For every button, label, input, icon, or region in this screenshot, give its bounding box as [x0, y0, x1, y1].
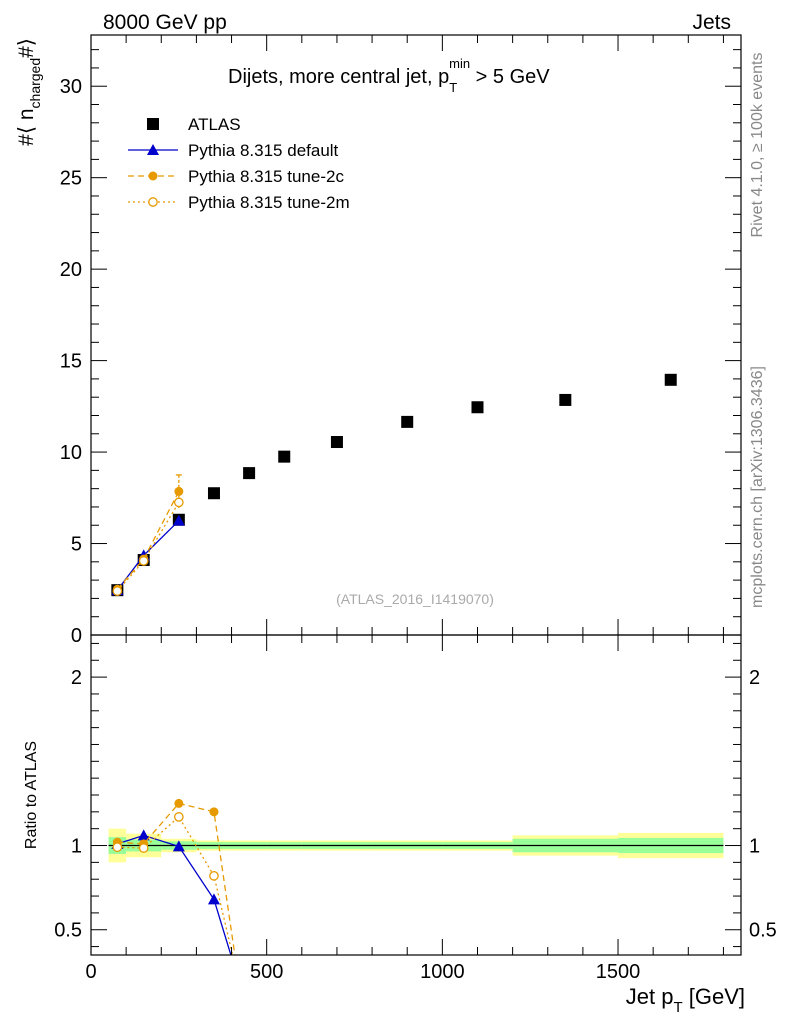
ratio-axes: 0.5 0.5 1 1 2 2 0 500 1000 1500 [54, 634, 777, 983]
ratio-panel: 0.5 0.5 1 1 2 2 0 500 1000 1500 Ratio to ATLAS Je… [23, 634, 777, 1016]
main-series-0-point [664, 373, 677, 386]
ratio-series-1-point [209, 807, 219, 817]
main-y-tick-label: 15 [60, 351, 82, 373]
x-tick-label: 500 [250, 961, 283, 983]
main-series-3-point [112, 586, 123, 596]
legend-label-2: Pythia 8.315 tune-2c [188, 167, 344, 186]
ratio-y-tick-label: 2 [71, 667, 82, 689]
x-axis-label: Jet pT [GeV] [626, 984, 745, 1016]
chart-title-main: Dijets, more central jet, p [228, 66, 449, 88]
legend-marker-3 [148, 197, 158, 207]
main-series-0-point [278, 450, 291, 463]
ratio-series-2-point [112, 842, 123, 853]
ratio-series-0-point [172, 840, 185, 852]
ratio-series-2-point [173, 812, 184, 822]
chart-title: Dijets, more central jet, pTmin > 5 GeV [228, 56, 550, 95]
main-series-2-point [174, 486, 184, 496]
main-series-3-point [173, 497, 184, 508]
ratio-y-tick-label: 1 [71, 836, 82, 858]
ratio-uncertainty-bands [108, 828, 724, 863]
main-series-0-point [471, 401, 484, 414]
ratio-series-1-point [174, 798, 184, 808]
ratio-series-0-point [207, 893, 220, 905]
ratio-y-tick-label-right: 2 [749, 667, 760, 689]
x-label-pre: Jet p [626, 984, 674, 1009]
main-y-tick-label: 10 [60, 442, 82, 464]
chart-title-sup: min [449, 56, 470, 71]
legend-label-1: Pythia 8.315 default [188, 141, 339, 160]
main-y-tick-label: 30 [60, 76, 82, 98]
ratio-series-1-line [117, 802, 236, 955]
legend-label-3: Pythia 8.315 tune-2m [188, 193, 350, 212]
main-series-3-point [138, 556, 149, 566]
legend-label-0: ATLAS [188, 115, 241, 134]
x-label-post: [GeV] [683, 984, 745, 1009]
legend-marker-2 [148, 171, 158, 181]
main-series-2-line [116, 491, 180, 590]
x-label-sub: T [673, 999, 682, 1016]
main-series-1-point [172, 514, 185, 526]
main-series-0-point [243, 467, 256, 480]
header-right-label: Jets [692, 11, 731, 34]
x-tick-label: 1500 [596, 961, 641, 983]
main-y-tick-label: 0 [71, 625, 82, 647]
legend: ATLAS Pythia 8.315 default Pythia 8.315 tu… [128, 115, 350, 212]
main-series-0-point [559, 393, 572, 406]
mcplots-side-label: mcplots.cern.ch [arXiv:1306.3436] [749, 366, 766, 608]
legend-marker-1 [147, 144, 159, 155]
legend-marker-0 [147, 118, 159, 130]
main-axes: 0 5 10 15 20 25 30 [60, 34, 742, 647]
rivet-side-label: Rivet 4.1.0, ≥ 100k events [749, 53, 766, 238]
x-tick-label: 1000 [420, 961, 465, 983]
chart-title-end: > 5 GeV [470, 66, 550, 88]
main-data-layer [111, 373, 677, 597]
main-y-tick-label: 5 [71, 534, 82, 556]
ratio-y-tick-label-right: 1 [749, 836, 760, 858]
main-series-0-point [330, 436, 343, 449]
x-tick-label: 0 [85, 961, 96, 983]
ratio-y-axis-label: Ratio to ATLAS [23, 741, 40, 849]
ratio-y-tick-label-right: 0.5 [749, 920, 777, 942]
main-series-0-point [401, 415, 414, 428]
main-y-label-post: #⟩ [15, 38, 38, 58]
ratio-frame [90, 634, 742, 956]
main-panel: (ATLAS_2016_I1419070) Dijets, more centr… [15, 34, 742, 647]
main-y-label-pre: #⟨ n [15, 108, 38, 145]
main-y-tick-label: 25 [60, 168, 82, 190]
ratio-series-0-point [137, 829, 150, 841]
main-y-tick-label: 20 [60, 259, 82, 281]
header-left-label: 8000 GeV pp [103, 11, 227, 34]
ratio-data-layer [111, 798, 236, 955]
main-y-axis-label: #⟨ ncharged#⟩ [15, 38, 43, 146]
chart-title-sub: T [449, 80, 457, 95]
ratio-series-2-point [209, 870, 219, 881]
main-y-label-sub: charged [27, 58, 43, 109]
main-series-0-point [207, 487, 220, 500]
watermark: (ATLAS_2016_I1419070) [336, 591, 494, 607]
ratio-series-2-point [138, 843, 149, 853]
ratio-y-tick-label: 0.5 [54, 920, 82, 942]
